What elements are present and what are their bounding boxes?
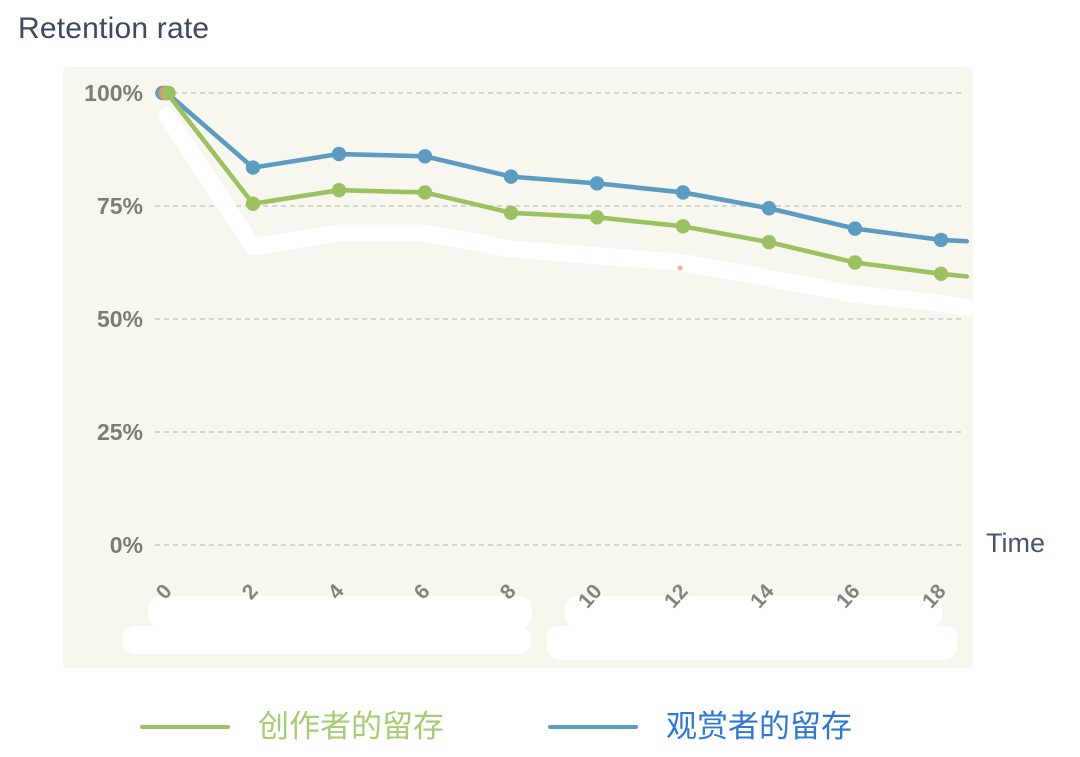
legend-item-viewer-retention[interactable]: 观赏者的留存 <box>548 703 852 751</box>
data-point-creator-x0 <box>161 85 176 101</box>
x-axis-title: Time <box>986 528 1045 558</box>
y-tick-label-0: 0% <box>110 532 143 558</box>
data-point-viewer-x18 <box>933 232 949 248</box>
data-point-viewer-x12 <box>675 185 691 200</box>
data-point-creator-x12 <box>675 219 691 234</box>
data-point-viewer-x2 <box>245 160 261 175</box>
legend-item-creator-retention[interactable]: 创作者的留存 <box>140 703 444 751</box>
erased-label-patch-2 <box>565 596 942 628</box>
data-point-viewer-x4 <box>331 146 347 162</box>
data-point-viewer-x6 <box>417 149 433 164</box>
data-point-viewer-x16 <box>847 221 863 236</box>
data-point-creator-x8 <box>503 205 519 220</box>
data-point-creator-x10 <box>589 210 605 225</box>
y-tick-label-25: 25% <box>97 419 143 445</box>
y-tick-label-100: 100% <box>84 80 143 106</box>
legend-label-viewer: 观赏者的留存 <box>666 709 852 744</box>
erased-series-band <box>158 107 976 317</box>
data-point-creator-x18 <box>933 266 949 281</box>
plot-area <box>63 67 973 668</box>
data-point-viewer-x8 <box>503 169 519 184</box>
chart-legend: 创作者的留存 观赏者的留存 <box>0 703 1080 753</box>
y-tick-label-50: 50% <box>97 306 143 332</box>
legend-label-creator: 创作者的留存 <box>258 709 444 744</box>
chart-title: Retention rate <box>18 12 210 45</box>
erased-label-patch-1 <box>123 626 531 654</box>
data-point-creator-x2 <box>245 196 261 211</box>
data-point-viewer-x14 <box>761 201 777 216</box>
data-point-creator-x6 <box>417 185 433 200</box>
data-point-creator-x14 <box>761 234 777 250</box>
legend-line-swatch-creator <box>140 725 230 729</box>
erased-label-patch-0 <box>148 596 532 628</box>
legend-line-swatch-viewer <box>548 725 638 729</box>
data-point-creator-x16 <box>847 255 863 270</box>
erased-label-patch-3 <box>547 626 957 660</box>
y-tick-label-75: 75% <box>97 193 143 219</box>
data-point-viewer-x10 <box>589 176 605 191</box>
data-point-creator-x4 <box>331 182 347 198</box>
erased-series-leftover-dot <box>677 265 683 271</box>
